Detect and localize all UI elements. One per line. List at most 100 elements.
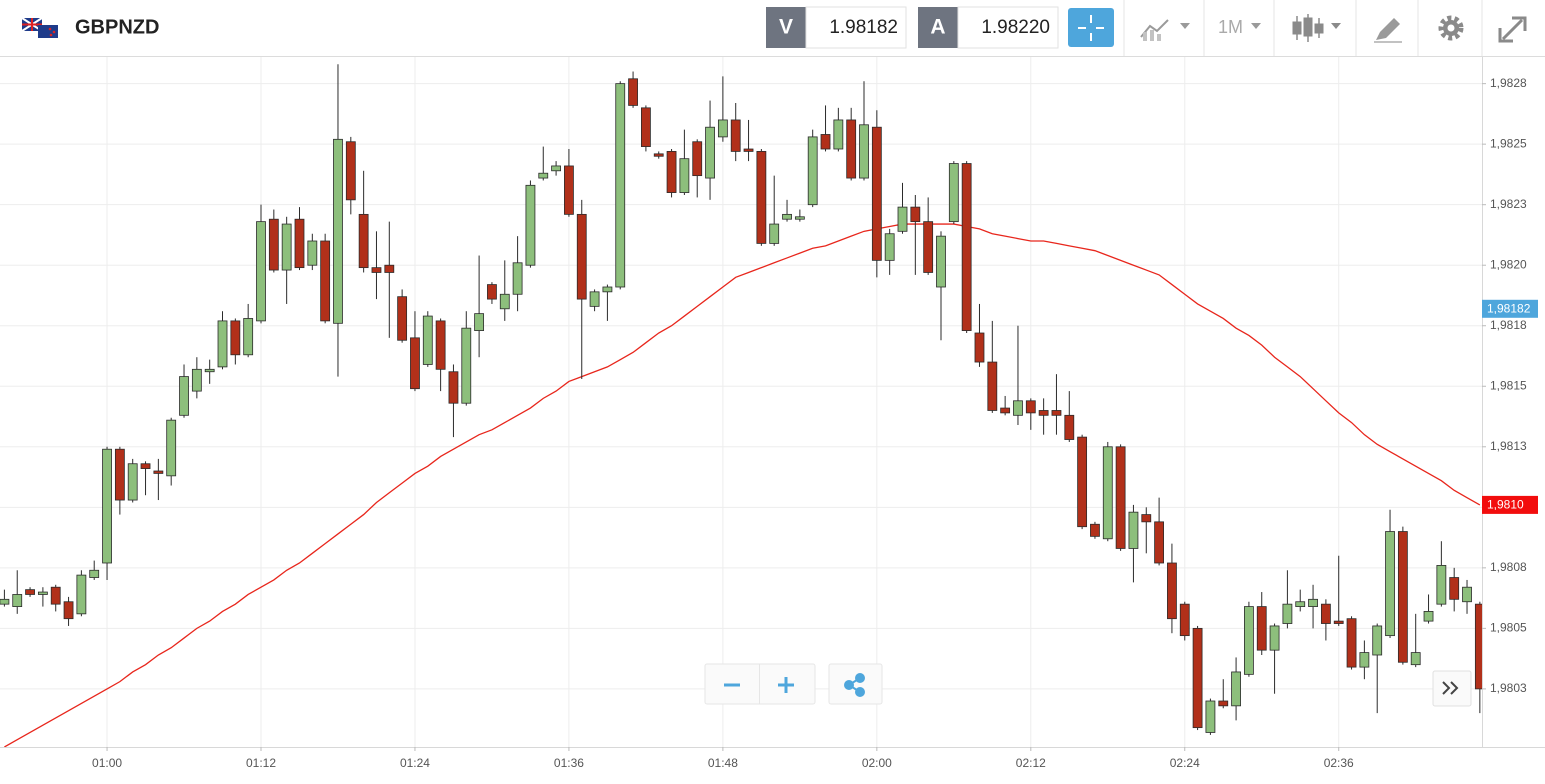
plot-area — [0, 64, 1482, 747]
candle-body — [1449, 577, 1460, 600]
candle-body — [743, 148, 754, 152]
candle-body — [435, 320, 446, 370]
candle-body — [281, 223, 292, 271]
candle-body — [37, 591, 48, 595]
candle-body — [1423, 611, 1434, 622]
candle-body — [153, 470, 164, 474]
candle-body — [948, 163, 959, 223]
candle-body — [936, 235, 946, 288]
candle-body — [422, 315, 433, 365]
candle-body — [1385, 531, 1395, 637]
y-tick-label: 1,9825 — [1490, 136, 1527, 150]
candle-body — [461, 327, 472, 404]
candle-body — [859, 124, 869, 179]
candle-body — [89, 569, 100, 578]
candle-body — [974, 332, 985, 363]
zoom-in-button[interactable] — [778, 677, 794, 693]
candle-body — [230, 320, 241, 356]
toolbar-separators — [1123, 0, 1483, 56]
candle-body — [1205, 700, 1216, 733]
candle-body — [1372, 625, 1383, 656]
candle-body — [1282, 603, 1293, 624]
candle-body — [1462, 586, 1472, 603]
candle-body — [25, 589, 35, 595]
moving-average-line — [4, 223, 1481, 747]
share-button[interactable] — [828, 663, 883, 705]
candle-body — [179, 376, 189, 416]
crosshair-icon — [1078, 15, 1104, 41]
candle-body — [846, 119, 857, 179]
candle-body — [1359, 652, 1370, 668]
candle-body — [166, 419, 177, 477]
bid-label-box — [766, 7, 806, 48]
candle-body — [1256, 606, 1267, 651]
candle-body — [1025, 400, 1036, 414]
candle-body — [705, 126, 715, 179]
candle-body — [833, 119, 844, 150]
settings-button[interactable] — [1438, 15, 1464, 41]
candle-body — [564, 165, 574, 215]
candle-body — [512, 262, 523, 295]
candle-body — [63, 601, 74, 620]
candle-body — [1000, 407, 1011, 414]
candle-body — [1077, 436, 1088, 528]
bid-label: V — [779, 16, 793, 39]
candle-body — [1269, 625, 1280, 651]
candle-body — [756, 151, 767, 244]
candle-body — [551, 165, 561, 172]
candle-body — [1295, 601, 1306, 607]
candle-body — [333, 138, 343, 324]
ask-label: A — [930, 16, 945, 39]
candle-body — [807, 136, 818, 206]
candle-body — [666, 151, 677, 193]
candle-body — [345, 141, 356, 201]
candle-body — [1090, 523, 1100, 537]
candle-body — [653, 153, 664, 157]
ask-price: 1.98220 — [981, 17, 1050, 38]
x-tick-label: 02:36 — [1324, 756, 1354, 770]
candle-body — [1115, 446, 1126, 549]
y-tick-label: 1,9820 — [1490, 257, 1527, 271]
candle-body — [1167, 562, 1177, 620]
y-tick-label: 1,9813 — [1490, 439, 1527, 453]
candle-body — [12, 594, 23, 607]
indicator-button[interactable] — [1140, 19, 1190, 41]
y-tick-label: 1,9828 — [1490, 76, 1527, 90]
crosshair-button[interactable] — [1068, 8, 1114, 47]
drawing-button[interactable] — [1374, 18, 1402, 43]
candle-body — [1320, 603, 1331, 624]
candle-body — [358, 213, 369, 269]
candle-body — [1013, 400, 1023, 416]
candle-body — [1038, 410, 1049, 416]
scroll-right-icon — [1442, 681, 1459, 695]
price-badge-label: 1,98182 — [1487, 301, 1531, 315]
candle-body — [961, 163, 972, 331]
candle-body — [1474, 603, 1482, 690]
candle-body — [538, 172, 549, 179]
fullscreen-button[interactable] — [1498, 16, 1527, 43]
candle-body — [641, 107, 651, 147]
candle-body — [1218, 700, 1229, 707]
timeframe: 1M — [1218, 17, 1243, 37]
candle-body — [910, 206, 921, 223]
price-badge-label: 1,9810 — [1487, 498, 1524, 512]
candle-body — [1128, 511, 1139, 549]
timeframe-button[interactable]: 1M — [1218, 17, 1261, 37]
candle-body — [730, 119, 741, 152]
y-tick-label: 1,9803 — [1490, 681, 1527, 695]
candle-body — [1051, 410, 1062, 416]
scroll-right-button[interactable] — [1432, 670, 1472, 707]
candle-body — [692, 141, 703, 177]
candle-body — [1346, 618, 1357, 668]
candle-body — [127, 463, 138, 501]
candle-body — [256, 221, 266, 322]
ask-box[interactable] — [957, 6, 1059, 49]
candle-body — [628, 78, 638, 106]
bid-price: 1.98182 — [829, 17, 898, 38]
bid-box[interactable] — [805, 6, 907, 49]
chart-type-button[interactable] — [1292, 14, 1341, 42]
x-tick-label: 01:00 — [92, 756, 122, 770]
candle-body — [384, 264, 395, 273]
